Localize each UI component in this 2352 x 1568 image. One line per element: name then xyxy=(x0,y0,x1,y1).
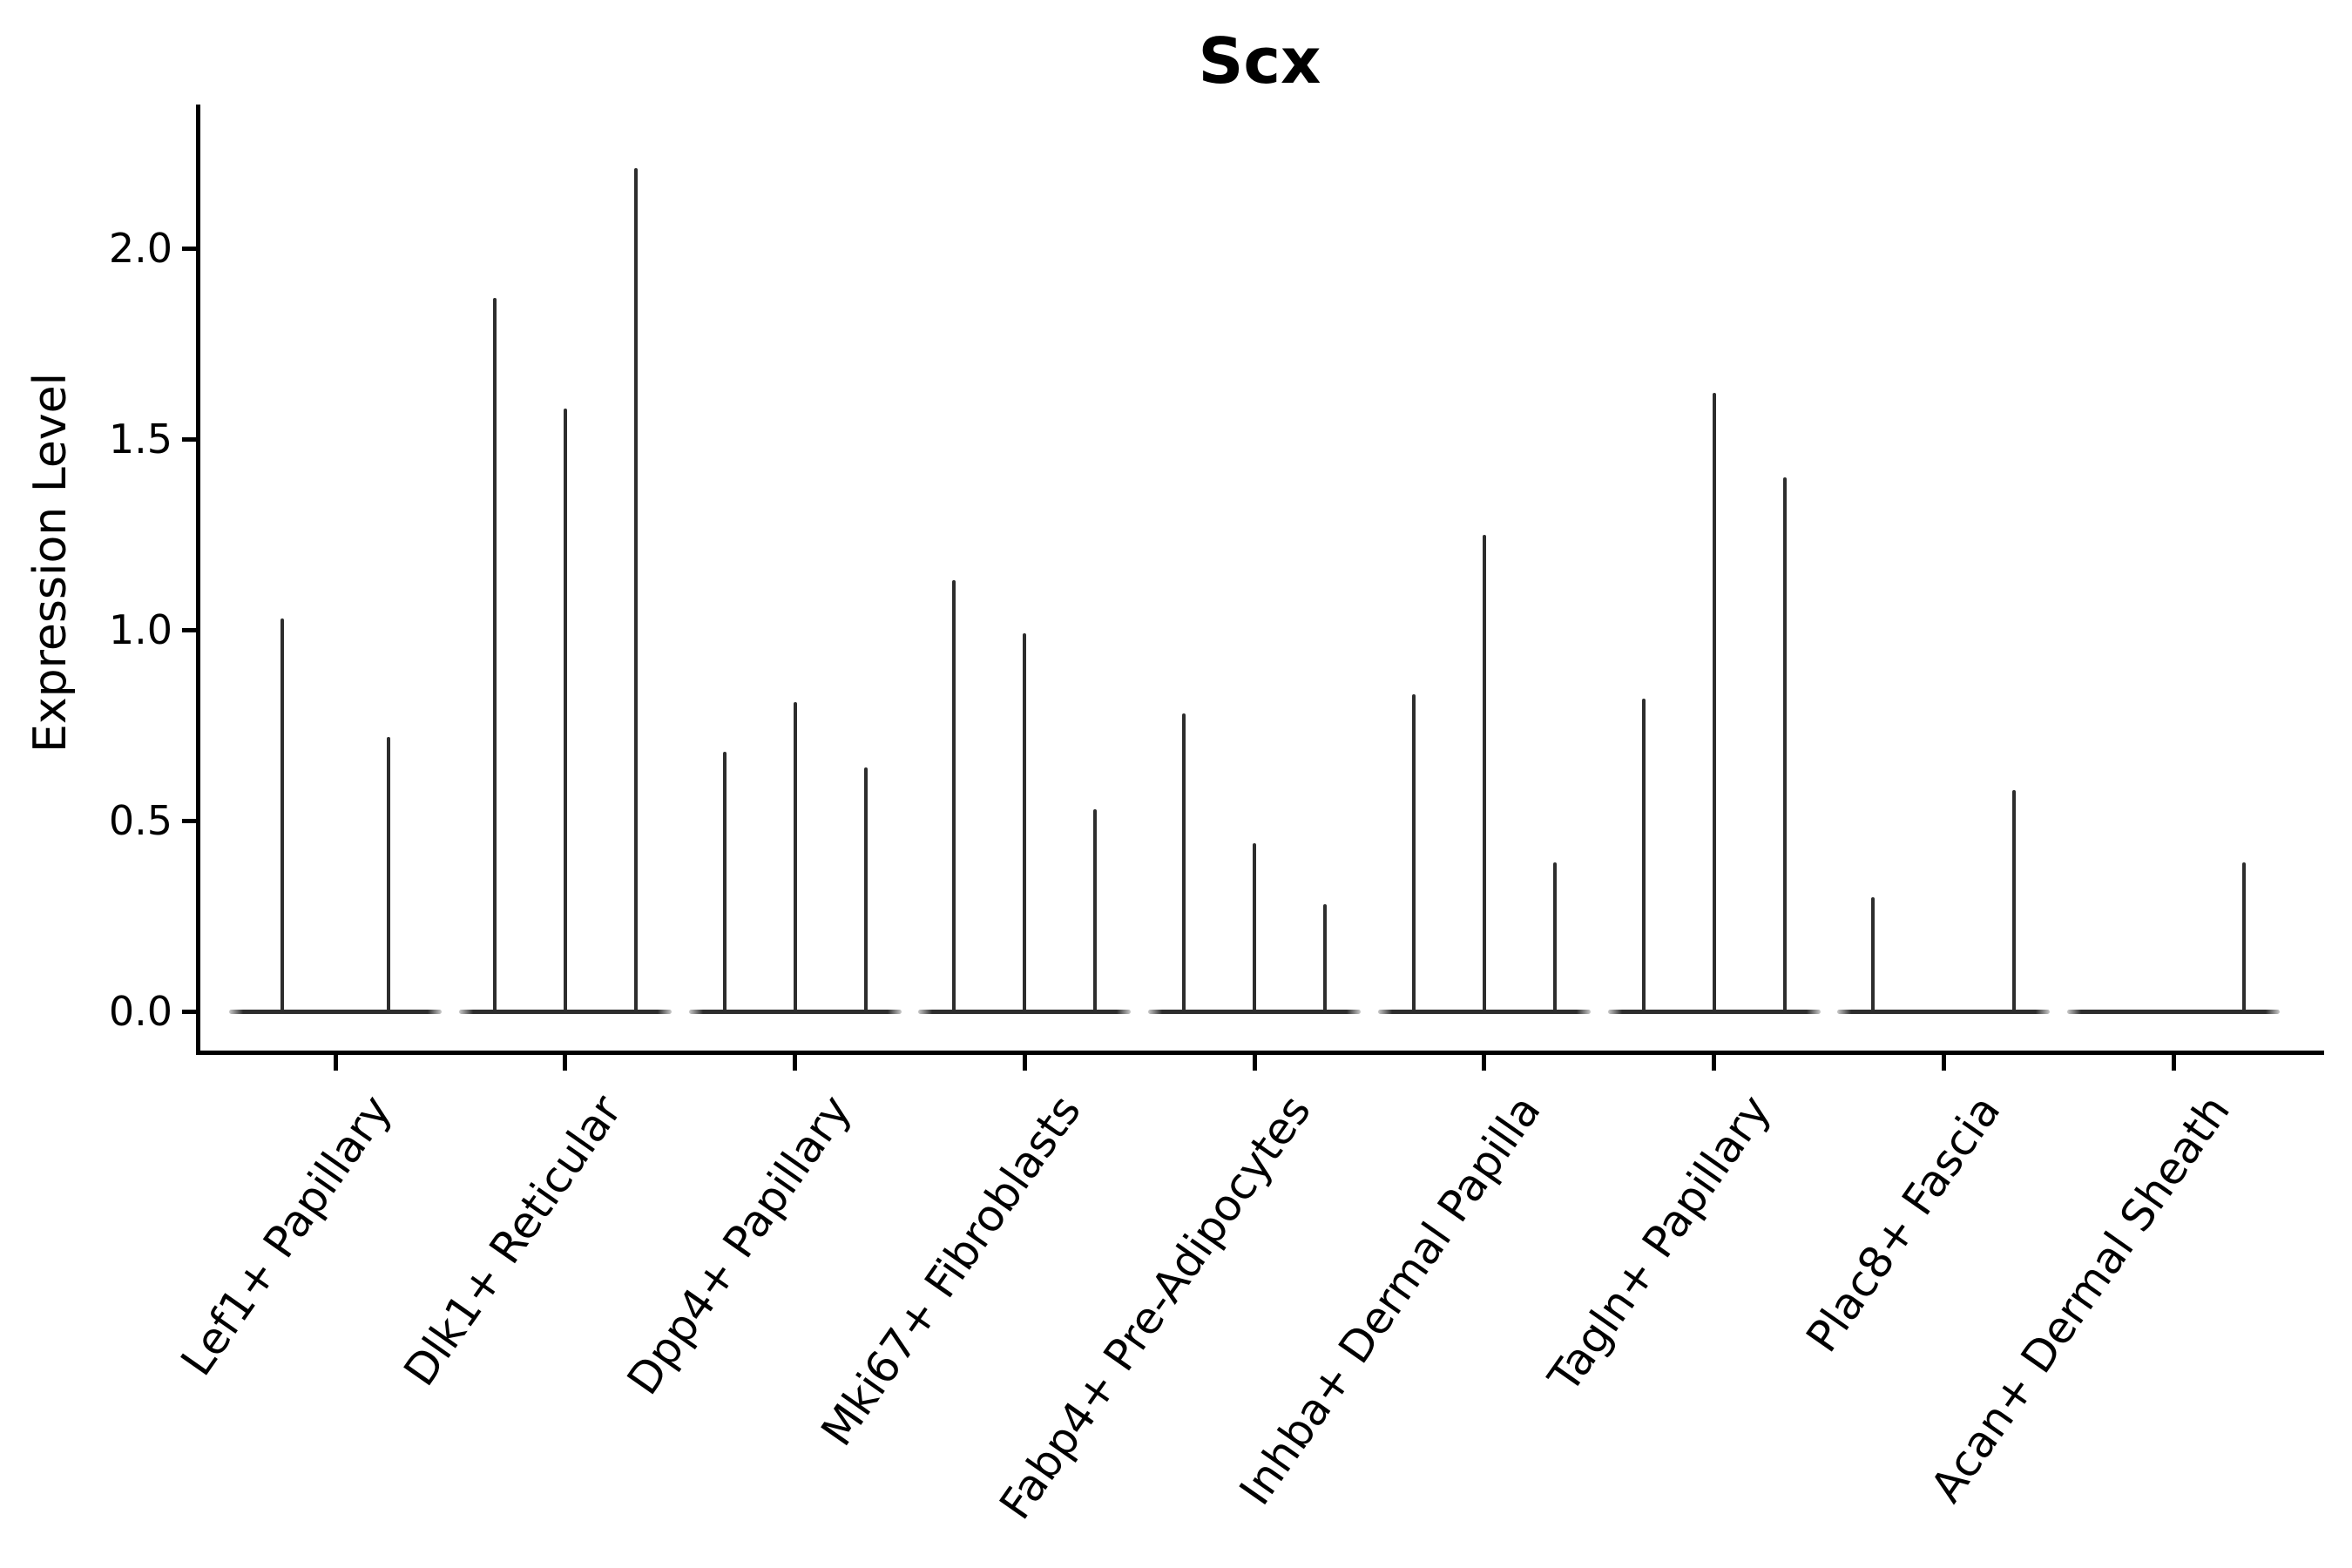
x-tick xyxy=(1252,1053,1257,1071)
y-tick xyxy=(182,246,198,251)
violin-baseline xyxy=(1148,1009,1361,1014)
violin-baseline xyxy=(918,1009,1132,1014)
x-tick xyxy=(563,1053,568,1071)
violin-spike xyxy=(1641,698,1646,1011)
x-tick xyxy=(1022,1053,1027,1071)
violin-spike xyxy=(1782,476,1787,1011)
violin-spike xyxy=(952,580,956,1011)
x-tick-label: Tagln+ Papillary xyxy=(1538,1085,1781,1402)
violin-baseline xyxy=(229,1009,442,1014)
y-tick xyxy=(182,1009,198,1014)
x-tick-label: Lef1+ Papillary xyxy=(171,1085,402,1385)
violin-spike xyxy=(1023,633,1027,1011)
x-tick xyxy=(1712,1053,1716,1071)
y-tick-label: 1.0 xyxy=(108,606,172,653)
violin-spike xyxy=(563,408,567,1011)
violin-baseline xyxy=(1377,1009,1591,1014)
violin-spike xyxy=(387,736,390,1011)
violin-spike xyxy=(280,618,284,1011)
y-axis-label: Expression Level xyxy=(24,372,77,754)
violin-spike xyxy=(1253,843,1256,1011)
x-tick-label: Dpp4+ Papillary xyxy=(617,1085,862,1404)
violin-spike xyxy=(793,702,797,1011)
violin-spike xyxy=(492,297,497,1011)
x-tick xyxy=(333,1053,338,1071)
violin-baseline xyxy=(688,1009,902,1014)
y-tick xyxy=(182,818,198,823)
violin-spike xyxy=(2012,789,2017,1011)
x-tick-label: Plac8+ Fascia xyxy=(1795,1085,2011,1362)
violin-spike xyxy=(863,767,868,1011)
x-axis-spine xyxy=(196,1051,2324,1055)
violin-baseline xyxy=(458,1009,672,1014)
violin-baseline xyxy=(1837,1009,2051,1014)
x-tick xyxy=(793,1053,797,1071)
violin-spike xyxy=(2242,862,2246,1011)
y-tick-label: 2.0 xyxy=(108,225,172,272)
y-tick-label: 1.5 xyxy=(108,416,172,463)
violin-baseline xyxy=(1607,1009,1821,1014)
x-tick xyxy=(1941,1053,1946,1071)
violin-spike xyxy=(722,752,727,1011)
violin-spike xyxy=(1093,808,1098,1011)
x-tick xyxy=(1482,1053,1487,1071)
x-tick-label: Mki67+ Fibroblasts xyxy=(811,1085,1092,1456)
y-tick-label: 0.0 xyxy=(108,988,172,1035)
chart-title: Scx xyxy=(1198,24,1321,98)
violin-spike xyxy=(1712,393,1716,1011)
violin-baseline xyxy=(2067,1009,2280,1014)
y-axis-spine xyxy=(196,105,200,1054)
violin-spike xyxy=(1552,862,1557,1011)
x-tick xyxy=(2171,1053,2176,1071)
x-tick-label: Dlk1+ Reticular xyxy=(394,1085,632,1396)
violin-spike xyxy=(1871,896,1876,1011)
violin-spike xyxy=(1182,713,1186,1011)
violin-spike xyxy=(633,168,638,1011)
y-tick-label: 0.5 xyxy=(108,797,172,844)
violin-spike xyxy=(1482,534,1486,1011)
y-tick xyxy=(182,627,198,632)
violin-spike xyxy=(1323,904,1327,1011)
y-tick xyxy=(182,436,198,442)
violin-spike xyxy=(1411,694,1416,1011)
